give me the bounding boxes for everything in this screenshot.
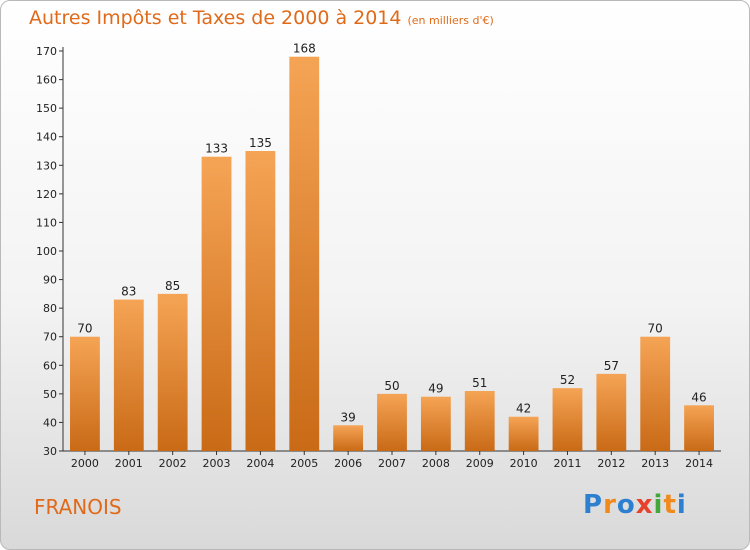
chart-title: Autres Impôts et Taxes de 2000 à 2014 (en…: [29, 7, 494, 29]
data-label: 39: [340, 410, 355, 424]
data-label: 57: [604, 359, 619, 373]
bar: [157, 293, 188, 451]
logo-letter: r: [603, 490, 617, 520]
x-tick-label: 2014: [685, 457, 713, 470]
bar: [640, 336, 671, 451]
chart-subtitle: (en milliers d'€): [407, 14, 494, 27]
x-tick-label: 2005: [290, 457, 318, 470]
data-label: 133: [205, 142, 228, 156]
bar: [377, 393, 407, 451]
bar: [70, 336, 100, 451]
x-tick-label: 2008: [422, 457, 450, 470]
bar: [113, 299, 144, 451]
bar: [464, 391, 495, 451]
data-label: 168: [293, 42, 316, 56]
x-tick-label: 2012: [597, 457, 625, 470]
chart-title-text: Autres Impôts et Taxes de 2000 à 2014: [29, 7, 402, 29]
bar: [596, 373, 627, 451]
x-tick-label: 2002: [159, 457, 187, 470]
y-tick-label: 100: [36, 245, 57, 258]
bar: [508, 416, 539, 451]
x-tick-label: 2003: [203, 457, 231, 470]
data-label: 85: [165, 279, 180, 293]
data-label: 70: [648, 322, 663, 336]
bar: [245, 151, 276, 451]
y-tick-label: 140: [36, 131, 57, 144]
x-tick-label: 2011: [553, 457, 581, 470]
bar: [552, 388, 583, 451]
y-tick-label: 80: [43, 302, 57, 315]
x-tick-label: 2013: [641, 457, 669, 470]
data-label: 135: [249, 136, 272, 150]
bar-layer: 70 83 85 133 135 168 39 50 49 51 42 52 57 70 46: [70, 42, 714, 451]
logo-letter: t: [663, 490, 677, 520]
logo-letter: x: [635, 490, 654, 520]
y-tick-label: 70: [43, 331, 57, 344]
x-tick-label: 2006: [334, 457, 362, 470]
x-tick-label: 2004: [246, 457, 274, 470]
place-name: FRANOIS: [34, 495, 122, 519]
y-tick-label: 160: [36, 74, 57, 87]
logo-letter: i: [676, 490, 687, 520]
bar: [201, 156, 232, 451]
x-tick-label: 2009: [466, 457, 494, 470]
bar: [684, 405, 714, 451]
data-label: 42: [516, 402, 531, 416]
data-label: 46: [691, 390, 706, 404]
y-tick-label: 130: [36, 159, 57, 172]
x-tick-label: 2000: [71, 457, 99, 470]
x-tick-label: 2010: [510, 457, 538, 470]
data-label: 49: [428, 382, 443, 396]
data-label: 51: [472, 376, 487, 390]
y-tick-label: 150: [36, 102, 57, 115]
logo-letter: o: [616, 490, 636, 520]
x-tick-label: 2001: [115, 457, 143, 470]
y-tick-label: 90: [43, 274, 57, 287]
data-label: 70: [77, 322, 92, 336]
data-label: 50: [384, 379, 399, 393]
proxiti-logo[interactable]: Proxiti: [583, 490, 687, 520]
data-label: 83: [121, 285, 136, 299]
data-label: 52: [560, 373, 575, 387]
y-tick-label: 170: [36, 45, 57, 58]
y-tick-label: 40: [43, 416, 57, 429]
bar: [289, 56, 320, 451]
y-tick-label: 110: [36, 216, 57, 229]
bar: [420, 396, 451, 451]
bar: [333, 425, 364, 451]
logo-letter: P: [583, 490, 604, 520]
logo-letter: i: [653, 490, 664, 520]
y-tick-label: 60: [43, 359, 57, 372]
y-tick-label: 120: [36, 188, 57, 201]
y-tick-label: 30: [43, 445, 57, 458]
y-tick-label: 50: [43, 388, 57, 401]
x-tick-label: 2007: [378, 457, 406, 470]
